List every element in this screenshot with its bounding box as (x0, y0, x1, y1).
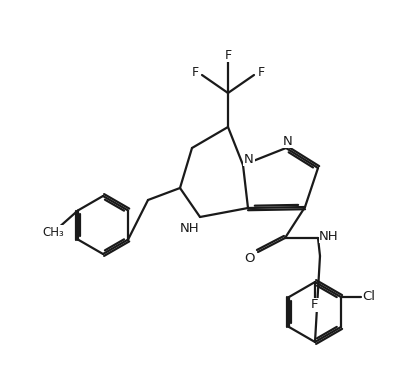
Text: N: N (243, 153, 253, 166)
Text: NH: NH (319, 230, 338, 243)
Text: F: F (257, 65, 264, 78)
Text: CH₃: CH₃ (42, 226, 64, 239)
Text: O: O (244, 251, 255, 264)
Text: F: F (224, 48, 231, 61)
Text: F: F (191, 65, 198, 78)
Text: NH: NH (180, 221, 199, 234)
Text: Cl: Cl (362, 291, 375, 304)
Text: F: F (310, 298, 318, 311)
Text: N: N (283, 135, 292, 148)
